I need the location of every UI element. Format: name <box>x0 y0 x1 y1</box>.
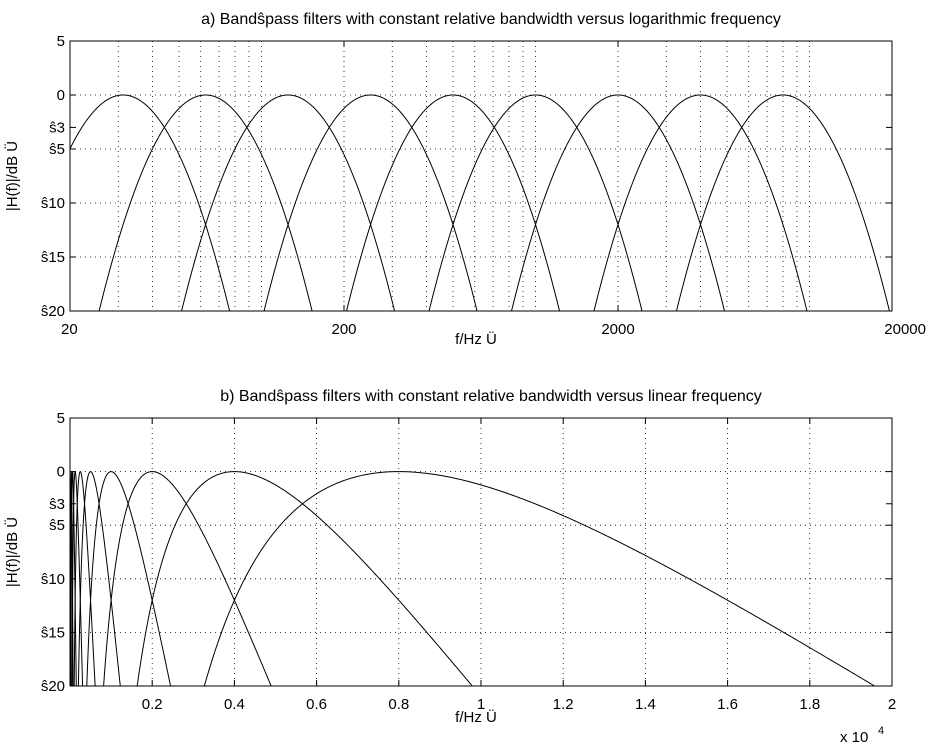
filter-curve-5 <box>77 471 121 686</box>
chart-panel-b: 5 0 ŝ3 ŝ5 ŝ10 ŝ15 ŝ20 0.2 0.4 0.6 0.8 1 1.2 1.4 1.6 1.8… <box>3 388 896 746</box>
x-tick-label: 0.4 <box>224 696 245 713</box>
x-tick-label: 2 <box>888 696 896 713</box>
y-axis-label: |H(f)|/dB Ü <box>3 141 21 211</box>
filter-curve-8 <box>136 471 473 686</box>
chart-title: a) Bandŝpass filters with constant relat… <box>201 11 781 28</box>
x-tick-label: 0.8 <box>388 696 409 713</box>
y-tick-label: ŝ3 <box>49 496 65 513</box>
y-tick-label: ŝ15 <box>41 249 65 266</box>
x-axis-label: f/Hz Ü <box>455 330 497 348</box>
plot-frame <box>69 40 893 312</box>
x-tick-label: 0.6 <box>306 696 327 713</box>
x-tick-label: 1 <box>477 696 485 713</box>
y-tick-label: ŝ10 <box>41 195 65 212</box>
x-axis-label: f/Hz Ü <box>455 708 497 726</box>
x-axis-multiplier: x 10 <box>840 729 868 746</box>
filter-curve-5 <box>346 94 561 311</box>
y-tick-label: 5 <box>57 410 65 427</box>
filter-curve-3 <box>181 94 396 311</box>
x-tick-label: 1.6 <box>717 696 738 713</box>
y-tick-label: ŝ5 <box>49 517 65 534</box>
y-tick-label: ŝ20 <box>41 678 65 695</box>
x-tick-label: 20000 <box>884 321 926 338</box>
filter-curve-7 <box>511 94 725 311</box>
filter-curve-4 <box>263 94 478 311</box>
x-tick-label: 1.2 <box>553 696 574 713</box>
filter-curve-1 <box>70 94 231 311</box>
filter-curve-4 <box>73 471 96 686</box>
x-tick-label: 2000 <box>601 321 634 338</box>
y-tick-label: ŝ20 <box>41 303 65 320</box>
filter-curve-9 <box>203 471 876 686</box>
x-axis-multiplier-exponent: 4 <box>878 725 884 737</box>
y-tick-label: 0 <box>57 464 65 481</box>
chart-title: b) Bandŝpass filters with constant relat… <box>220 388 762 405</box>
filter-curve-7 <box>103 471 272 686</box>
y-tick-label: ŝ15 <box>41 624 65 641</box>
filter-curve-9 <box>675 94 890 311</box>
y-tick-label: ŝ10 <box>41 571 65 588</box>
filter-curve-2 <box>98 94 313 311</box>
y-tick-label: ŝ3 <box>49 119 65 136</box>
x-tick-label: 20 <box>61 321 78 338</box>
y-axis-label: |H(f)|/dB Ü <box>3 517 21 587</box>
x-tick-label: 1.8 <box>799 696 820 713</box>
filter-curve-6 <box>86 471 172 686</box>
y-tick-label: ŝ5 <box>49 141 65 158</box>
x-tick-label: 200 <box>331 321 356 338</box>
x-tick-label: 0.2 <box>142 696 163 713</box>
y-tick-label: 0 <box>57 87 65 104</box>
filter-curve-6 <box>428 94 643 311</box>
y-tick-label: 5 <box>57 33 65 50</box>
filter-curve-8 <box>593 94 808 311</box>
x-tick-label: 1.4 <box>635 696 656 713</box>
